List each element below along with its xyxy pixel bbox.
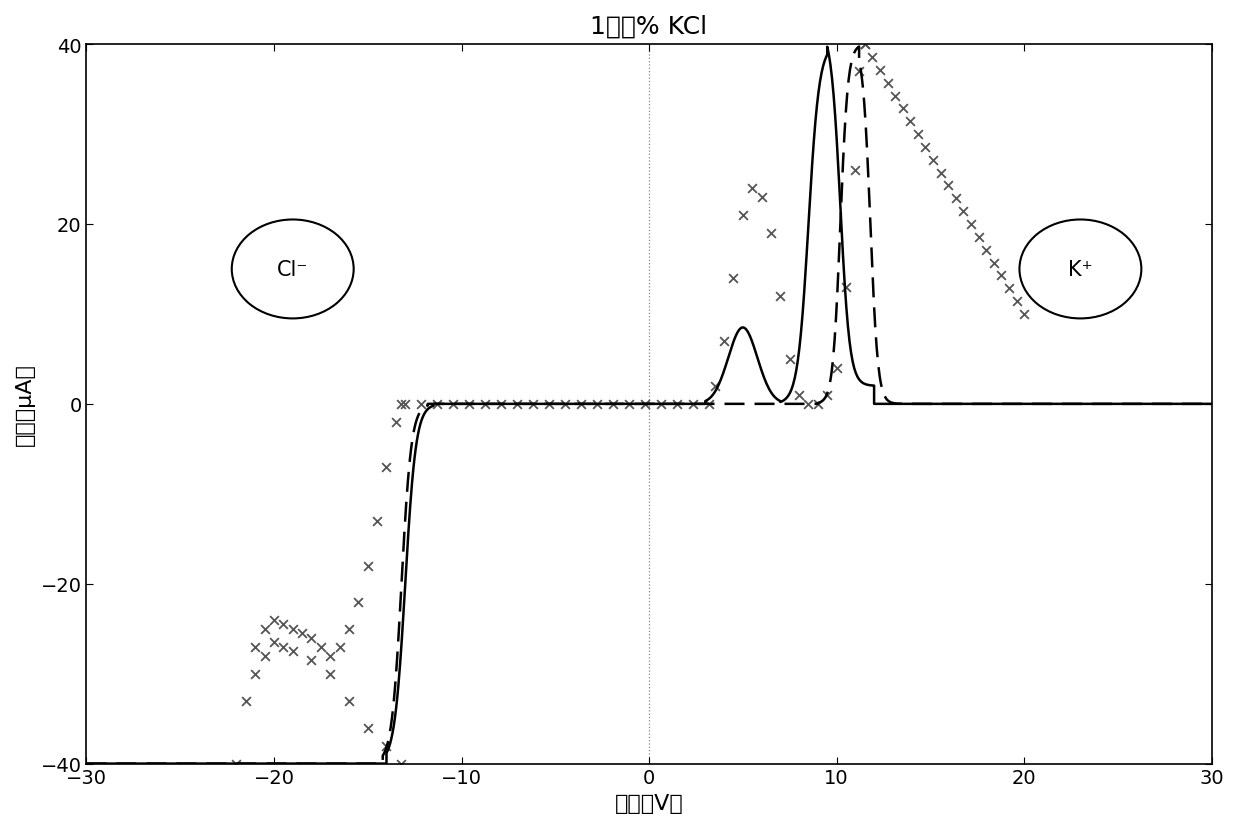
Point [1006, 295, 1026, 308]
Point [620, 397, 639, 411]
Point [255, 649, 275, 662]
Point [808, 397, 828, 411]
Point [991, 269, 1011, 282]
Point [274, 618, 294, 631]
Point [849, 65, 869, 79]
Point [1015, 308, 1035, 321]
Point [714, 335, 733, 348]
Point [771, 290, 790, 303]
Ellipse shape [232, 220, 353, 319]
Point [321, 667, 341, 681]
Point [264, 636, 284, 649]
Point [683, 397, 703, 411]
X-axis label: 电压（V）: 电压（V） [615, 793, 684, 813]
Point [330, 640, 349, 653]
Point [476, 397, 496, 411]
Point [961, 218, 981, 231]
Point [845, 164, 865, 177]
Point [789, 389, 809, 402]
Point [367, 514, 387, 527]
Point [826, 362, 846, 375]
Point [752, 191, 772, 205]
Point [893, 103, 913, 116]
Point [395, 397, 415, 411]
Point [348, 595, 368, 609]
Point [969, 231, 989, 244]
Point [311, 640, 331, 653]
Point [539, 397, 559, 411]
Point [818, 389, 838, 402]
Text: K⁺: K⁺ [1068, 260, 1093, 280]
Point [392, 397, 411, 411]
Point [699, 397, 719, 411]
Point [885, 89, 904, 103]
Point [603, 397, 623, 411]
Point [877, 77, 897, 90]
Point [945, 192, 965, 205]
Text: Cl⁻: Cl⁻ [278, 260, 309, 280]
Point [855, 38, 875, 51]
Point [862, 51, 882, 65]
Point [339, 623, 359, 636]
Point [855, 38, 875, 51]
Point [377, 460, 396, 474]
Point [321, 649, 341, 662]
Point [954, 205, 974, 219]
Point [976, 243, 996, 257]
Point [984, 257, 1004, 270]
Point [227, 757, 247, 770]
Point [667, 397, 686, 411]
Point [377, 739, 396, 753]
Point [923, 154, 943, 167]
Point [245, 667, 265, 681]
Point [460, 397, 479, 411]
Point [255, 623, 275, 636]
Point [392, 757, 411, 770]
Point [235, 694, 255, 707]
Point [836, 281, 856, 294]
Ellipse shape [1020, 220, 1141, 319]
Point [799, 397, 819, 411]
Point [282, 645, 302, 658]
Point [387, 416, 406, 429]
Point [264, 614, 284, 627]
Point [507, 397, 527, 411]
Point [571, 397, 591, 411]
Point [916, 141, 935, 154]
Point [427, 397, 447, 411]
Point [705, 380, 725, 393]
Point [282, 623, 302, 636]
Point [779, 353, 799, 366]
Point [930, 166, 950, 180]
Point [761, 227, 781, 240]
Point [587, 397, 607, 411]
Point [742, 182, 762, 195]
Point [652, 397, 672, 411]
Point [555, 397, 575, 411]
Point [274, 640, 294, 653]
Point [358, 721, 378, 734]
Point [636, 397, 655, 411]
Point [245, 640, 265, 653]
Point [492, 397, 512, 411]
Point [908, 128, 928, 142]
Point [938, 180, 958, 193]
Y-axis label: 电流（μA）: 电流（μA） [15, 363, 35, 445]
Point [411, 397, 431, 411]
Point [901, 115, 921, 128]
Point [444, 397, 463, 411]
Point [870, 64, 890, 77]
Point [724, 272, 743, 285]
Point [339, 694, 359, 707]
Title: 1重量% KCl: 1重量% KCl [591, 15, 707, 39]
Point [301, 654, 321, 667]
Point [301, 631, 321, 644]
Point [999, 282, 1018, 296]
Point [358, 560, 378, 573]
Point [292, 627, 312, 640]
Point [733, 209, 753, 223]
Point [523, 397, 543, 411]
